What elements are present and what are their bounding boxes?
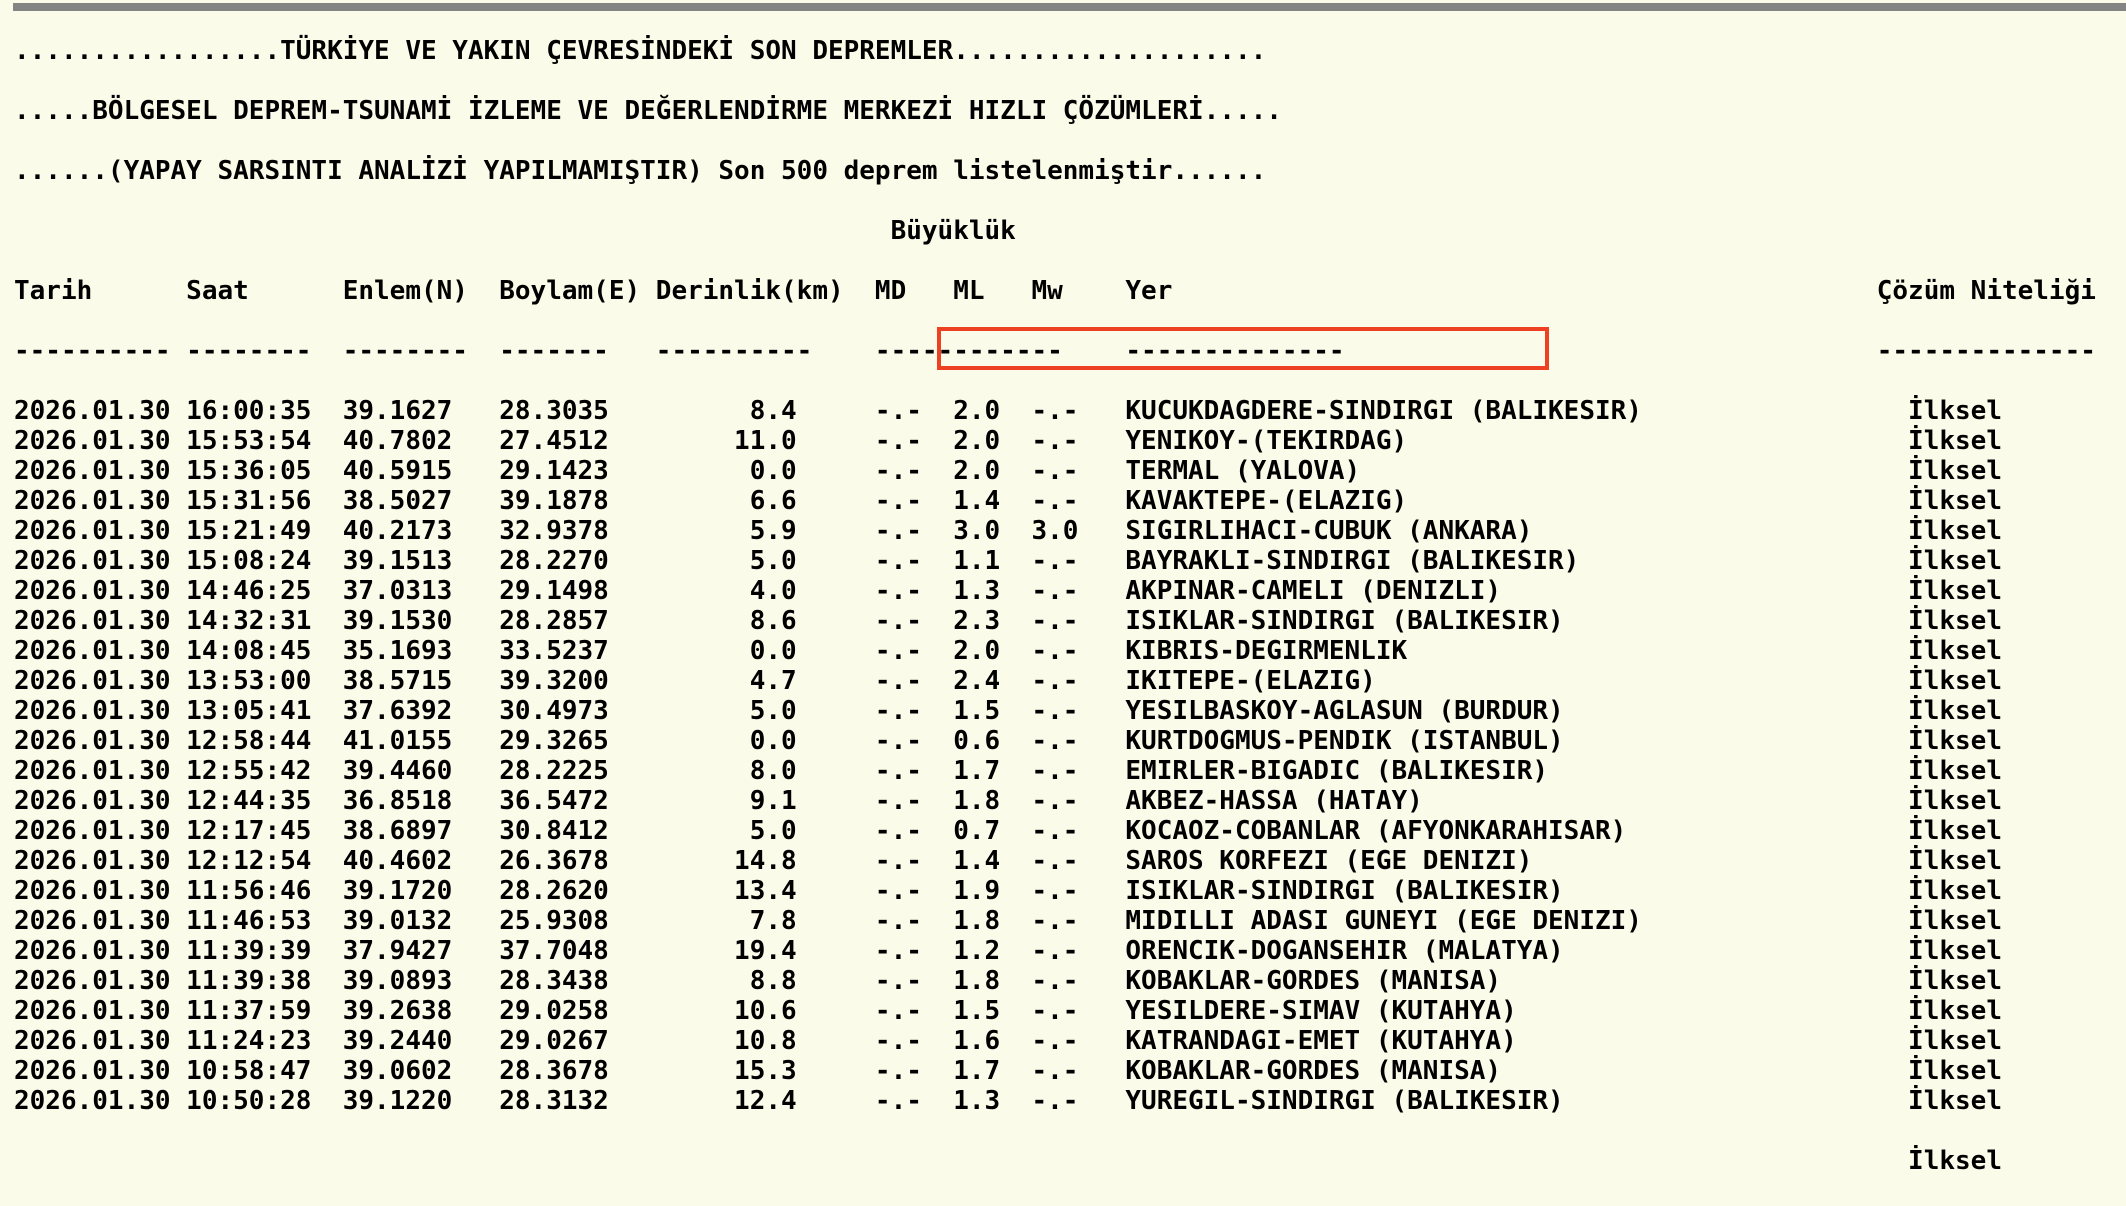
table-row: 2026.01.30 15:53:54 40.7802 27.4512 11.0… xyxy=(14,426,2002,456)
table-row: 2026.01.30 15:08:24 39.1513 28.2270 5.0 … xyxy=(14,546,2002,576)
table-row: 2026.01.30 12:17:45 38.6897 30.8412 5.0 … xyxy=(14,816,2002,846)
partial-next-row: İlksel xyxy=(14,1146,2002,1176)
table-row: 2026.01.30 15:21:49 40.2173 32.9378 5.9 … xyxy=(14,516,2002,546)
earthquake-list: .................TÜRKİYE VE YAKIN ÇEVRES… xyxy=(14,36,2096,1206)
list-title-line-2: .....BÖLGESEL DEPREM-TSUNAMİ İZLEME VE D… xyxy=(14,96,1282,126)
top-bar xyxy=(13,3,2126,11)
table-row: 2026.01.30 11:37:59 39.2638 29.0258 10.6… xyxy=(14,996,2002,1026)
table-row: 2026.01.30 11:46:53 39.0132 25.9308 7.8 … xyxy=(14,906,2002,936)
table-row: 2026.01.30 13:53:00 38.5715 39.3200 4.7 … xyxy=(14,666,2002,696)
table-row: 2026.01.30 11:24:23 39.2440 29.0267 10.8… xyxy=(14,1026,2002,1056)
table-row: 2026.01.30 15:31:56 38.5027 39.1878 6.6 … xyxy=(14,486,2002,516)
table-row: 2026.01.30 13:05:41 37.6392 30.4973 5.0 … xyxy=(14,696,2002,726)
table-row: 2026.01.30 10:58:47 39.0602 28.3678 15.3… xyxy=(14,1056,2002,1086)
table-row: 2026.01.30 11:39:38 39.0893 28.3438 8.8 … xyxy=(14,966,2002,996)
header-separator: ---------- -------- -------- ------- ---… xyxy=(14,336,2096,366)
column-headers: Tarih Saat Enlem(N) Boylam(E) Derinlik(k… xyxy=(14,276,2096,306)
table-row: 2026.01.30 14:32:31 39.1530 28.2857 8.6 … xyxy=(14,606,2002,636)
table-row: 2026.01.30 16:00:35 39.1627 28.3035 8.4 … xyxy=(14,396,2002,426)
table-row: 2026.01.30 12:12:54 40.4602 26.3678 14.8… xyxy=(14,846,2002,876)
table-row: 2026.01.30 12:58:44 41.0155 29.3265 0.0 … xyxy=(14,726,2002,756)
magnitude-group-label: Büyüklük xyxy=(14,216,1016,246)
table-row: 2026.01.30 11:56:46 39.1720 28.2620 13.4… xyxy=(14,876,2002,906)
table-row: 2026.01.30 11:39:39 37.9427 37.7048 19.4… xyxy=(14,936,2002,966)
table-row: 2026.01.30 15:36:05 40.5915 29.1423 0.0 … xyxy=(14,456,2002,486)
table-row: 2026.01.30 10:50:28 39.1220 28.3132 12.4… xyxy=(14,1086,2002,1116)
table-row: 2026.01.30 14:08:45 35.1693 33.5237 0.0 … xyxy=(14,636,2002,666)
list-title-line-1: .................TÜRKİYE VE YAKIN ÇEVRES… xyxy=(14,36,1267,66)
table-row: 2026.01.30 14:46:25 37.0313 29.1498 4.0 … xyxy=(14,576,2002,606)
table-row: 2026.01.30 12:55:42 39.4460 28.2225 8.0 … xyxy=(14,756,2002,786)
list-title-line-3: ......(YAPAY SARSINTI ANALİZİ YAPILMAMIŞ… xyxy=(14,156,1267,186)
table-row: 2026.01.30 12:44:35 36.8518 36.5472 9.1 … xyxy=(14,786,2002,816)
